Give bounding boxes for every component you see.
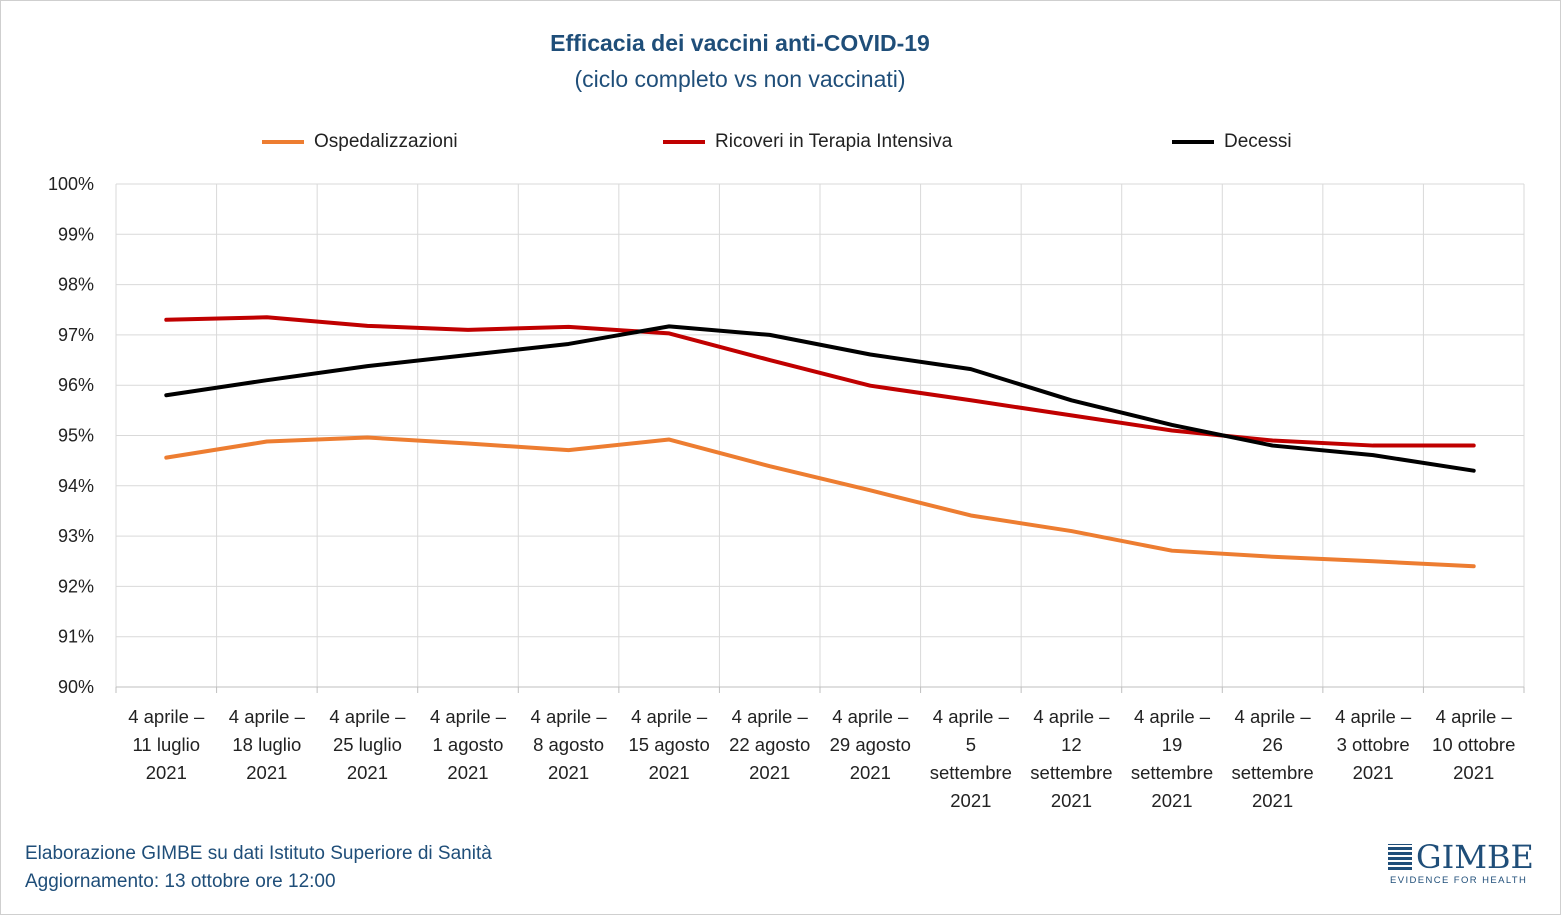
series-line-1 xyxy=(164,315,1476,448)
x-tick-label-line: 4 aprile – xyxy=(1134,706,1211,727)
x-tick-label-line: 2021 xyxy=(347,762,388,783)
gimbe-logo: GIMBE EVIDENCE FOR HEALTH xyxy=(1388,838,1534,888)
y-tick-label: 99% xyxy=(58,224,94,244)
legend-item-ospedalizzazioni: Ospedalizzazioni xyxy=(262,131,458,153)
x-tick-label: 4 aprile – 3 ottobre 2021 xyxy=(1335,706,1412,783)
x-tick-label: 4 aprile – 10 ottobre 2021 xyxy=(1432,706,1515,783)
x-tick-label-line: 2021 xyxy=(1151,790,1192,811)
x-tick-label-line: 11 luglio xyxy=(133,734,201,755)
x-tick-label: 4 aprile – 19 settembre 2021 xyxy=(1131,706,1213,811)
x-tick-label-line: 4 aprile – xyxy=(531,706,608,727)
x-tick-label-line: 22 agosto xyxy=(729,734,810,755)
x-tick-label-line: settembre xyxy=(1030,762,1112,783)
x-tick-label-line: 4 aprile – xyxy=(1436,706,1513,727)
x-tick-label-line: 5 xyxy=(966,734,976,755)
x-tick-label: 4 aprile – 5 settembre 2021 xyxy=(930,706,1012,811)
x-tick-label-line: 19 xyxy=(1162,734,1183,755)
chart-subtitle: (ciclo completo vs non vaccinati) xyxy=(574,66,906,92)
x-tick-label: 4 aprile – 25 luglio 2021 xyxy=(329,706,406,783)
x-tick-label-line: 4 aprile – xyxy=(1335,706,1412,727)
x-tick-label-line: 2021 xyxy=(950,790,991,811)
x-tick-label-line: 4 aprile – xyxy=(229,706,306,727)
x-tick-label-line: 4 aprile – xyxy=(128,706,205,727)
gimbe-logo-tagline: EVIDENCE FOR HEALTH xyxy=(1390,875,1528,886)
x-tick-label-line: 2021 xyxy=(850,762,891,783)
x-tick-label-line: settembre xyxy=(930,762,1012,783)
legend-swatch-ospedalizzazioni xyxy=(262,140,304,144)
x-tick-label-line: 4 aprile – xyxy=(832,706,909,727)
x-tick-label-line: 2021 xyxy=(1353,762,1394,783)
x-tick-label-line: 4 aprile – xyxy=(430,706,507,727)
y-tick-label: 93% xyxy=(58,526,94,546)
x-tick-label-line: 10 ottobre xyxy=(1432,734,1515,755)
x-tick-label: 4 aprile – 11 luglio 2021 xyxy=(128,706,205,783)
x-tick-label-line: 3 ottobre xyxy=(1337,734,1410,755)
x-tick-label-line: 2021 xyxy=(146,762,187,783)
x-tick-label-line: 2021 xyxy=(246,762,287,783)
x-tick-label-line: 12 xyxy=(1061,734,1082,755)
series-line-2 xyxy=(164,324,1476,473)
x-tick-label-line: settembre xyxy=(1231,762,1313,783)
x-tick-label-line: 4 aprile – xyxy=(1033,706,1110,727)
legend-item-decessi: Decessi xyxy=(1172,131,1292,153)
x-tick-label: 4 aprile – 22 agosto 2021 xyxy=(729,706,810,783)
gimbe-logo-text: GIMBE xyxy=(1416,838,1534,876)
x-tick-label-line: 2021 xyxy=(447,762,488,783)
y-tick-label: 94% xyxy=(58,476,94,496)
y-tick-label: 95% xyxy=(58,426,94,446)
x-tick-label: 4 aprile – 15 agosto 2021 xyxy=(629,706,710,783)
x-tick-label-line: 2021 xyxy=(1453,762,1494,783)
x-tick-label-line: 2021 xyxy=(749,762,790,783)
y-tick-label: 91% xyxy=(58,627,94,647)
x-tick-label-line: 26 xyxy=(1262,734,1283,755)
legend-item-terapia-intensiva: Ricoveri in Terapia Intensiva xyxy=(663,131,952,153)
x-tick-label-line: 4 aprile – xyxy=(732,706,809,727)
x-tick-label-line: 2021 xyxy=(548,762,589,783)
footer-updated: Aggiornamento: 13 ottobre ore 12:00 xyxy=(25,871,336,892)
x-tick-label-line: 29 agosto xyxy=(830,734,911,755)
x-tick-label-line: 25 luglio xyxy=(333,734,402,755)
x-tick-label-line: 8 agosto xyxy=(533,734,604,755)
x-tick-label: 4 aprile – 29 agosto 2021 xyxy=(830,706,911,783)
x-tick-label: 4 aprile – 12 settembre 2021 xyxy=(1030,706,1112,811)
y-tick-label: 92% xyxy=(58,576,94,596)
x-tick-label-line: 4 aprile – xyxy=(329,706,406,727)
x-tick-label-line: settembre xyxy=(1131,762,1213,783)
x-tick-label-line: 4 aprile – xyxy=(933,706,1010,727)
legend-swatch-terapia-intensiva xyxy=(663,140,705,144)
x-tick-label-line: 15 agosto xyxy=(629,734,710,755)
legend-label-decessi: Decessi xyxy=(1224,131,1292,152)
series-line-0 xyxy=(164,435,1476,569)
x-tick-label: 4 aprile – 1 agosto 2021 xyxy=(430,706,507,783)
y-tick-label: 96% xyxy=(58,375,94,395)
x-tick-label-line: 2021 xyxy=(649,762,690,783)
y-tick-label: 100% xyxy=(48,174,94,194)
x-tick-label: 4 aprile – 8 agosto 2021 xyxy=(531,706,608,783)
footer-source: Elaborazione GIMBE su dati Istituto Supe… xyxy=(25,843,492,864)
gimbe-logo-mark-icon xyxy=(1388,844,1412,870)
x-tick-label-line: 4 aprile – xyxy=(631,706,708,727)
x-tick-label-line: 4 aprile – xyxy=(1235,706,1312,727)
x-tick-label-line: 18 luglio xyxy=(232,734,301,755)
y-tick-label: 90% xyxy=(58,677,94,697)
legend-label-ospedalizzazioni: Ospedalizzazioni xyxy=(314,131,458,152)
y-tick-label: 98% xyxy=(58,275,94,295)
x-tick-label: 4 aprile – 18 luglio 2021 xyxy=(229,706,306,783)
y-tick-label: 97% xyxy=(58,325,94,345)
x-tick-label-line: 2021 xyxy=(1252,790,1293,811)
x-tick-label-line: 2021 xyxy=(1051,790,1092,811)
x-tick-label: 4 aprile – 26 settembre 2021 xyxy=(1231,706,1313,811)
legend: Ospedalizzazioni Ricoveri in Terapia Int… xyxy=(0,131,1563,157)
chart-title: Efficacia dei vaccini anti-COVID-19 xyxy=(550,30,930,56)
legend-label-terapia-intensiva: Ricoveri in Terapia Intensiva xyxy=(715,131,953,152)
legend-swatch-decessi xyxy=(1172,140,1214,144)
x-tick-label-line: 1 agosto xyxy=(433,734,504,755)
